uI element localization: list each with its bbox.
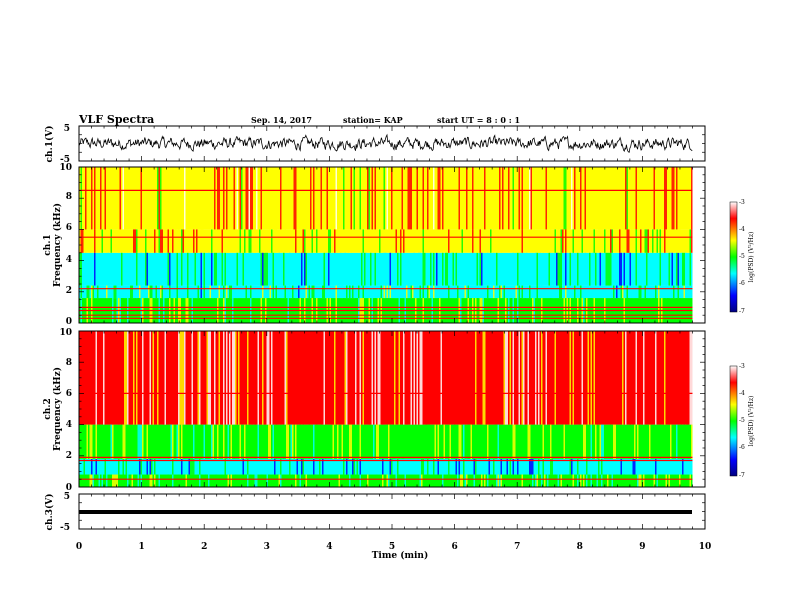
- ch2-spectrogram-yticks: 0 2 4 6 8 10: [59, 328, 72, 493]
- time-tick-0: 0: [76, 542, 82, 552]
- ch1-spectrogram-yticks: 0 2 4 6 8 10: [59, 163, 72, 327]
- ch1-colorbar-gradient: [729, 201, 738, 313]
- ch1-freq-tick-2: 2: [66, 286, 72, 296]
- time-tick-8: 8: [577, 542, 583, 552]
- ch1-frequency-ylabel: Frequency (kHz): [52, 203, 63, 287]
- ch1-freq-tick-0: 0: [66, 317, 72, 327]
- ch1-cb-tick-m6: -6: [739, 280, 745, 287]
- figure-title: VLF Spectra: [79, 113, 155, 126]
- time-axis-xlabel: Time (min): [372, 550, 429, 561]
- ch3-ytick-bottom: -5: [60, 523, 70, 533]
- ch1-spectrogram-panel: 0 2 4 6 8 10 ch.1 Frequency (kHz): [43, 163, 706, 327]
- ch2-cb-tick-m5: -5: [739, 417, 745, 424]
- ch1-waveform-line: [79, 133, 693, 153]
- ch2-frequency-ylabel: Frequency (kHz): [52, 367, 63, 451]
- ch2-spectrogram-panel: 0 2 4 6 8 10 ch.2 Frequency (kHz): [43, 328, 706, 493]
- time-tick-6: 6: [451, 542, 457, 552]
- ch2-freq-tick-8: 8: [66, 358, 72, 368]
- ch2-cb-tick-m4: -4: [739, 390, 745, 397]
- ch2-freq-tick-2: 2: [66, 451, 72, 461]
- ch1-freq-tick-10: 10: [59, 163, 72, 173]
- time-tick-3: 3: [264, 542, 270, 552]
- ch2-colorbar: -3 -4 -5 -6 -7 log(PSD) (V²/Hz): [729, 363, 755, 479]
- ch2-channel-label: ch.2: [43, 398, 53, 419]
- ch2-spectrogram-streaks: [80, 331, 693, 487]
- time-axis-ticks: 0 1 2 3 4 5 6 7 8 9 10: [76, 542, 711, 552]
- ch2-spectrogram-image: [79, 331, 693, 487]
- ch1-waveform-ylabel: ch.1(V): [44, 126, 55, 163]
- axis-tick-marks: [78, 125, 706, 530]
- ch1-channel-label: ch.1: [43, 234, 53, 255]
- ch1-spectrogram-band-3: [79, 229, 693, 253]
- ch1-freq-tick-4: 4: [66, 255, 72, 265]
- ch2-colorbar-label: log(PSD) (V²/Hz): [748, 396, 755, 447]
- ch1-waveform-panel: 5 -5 ch.1(V): [44, 124, 706, 165]
- ch1-freq-tick-8: 8: [66, 192, 72, 202]
- ch2-spectrogram-band-0: [79, 474, 693, 487]
- ch1-cb-tick-m7: -7: [739, 308, 745, 315]
- time-tick-10: 10: [699, 542, 712, 552]
- time-tick-5: 5: [389, 542, 395, 552]
- ch1-cb-tick-m3: -3: [739, 199, 745, 206]
- ch1-ytick-top: 5: [64, 124, 70, 134]
- ch3-ytick-top: 5: [64, 492, 70, 502]
- station-label: station= KAP: [343, 115, 403, 125]
- time-tick-9: 9: [639, 542, 645, 552]
- ch1-cb-tick-m5: -5: [739, 253, 745, 260]
- ch1-cb-tick-m4: -4: [739, 226, 745, 233]
- ch2-freq-tick-4: 4: [66, 420, 72, 430]
- ch2-freq-tick-10: 10: [59, 328, 72, 338]
- ch1-freq-tick-6: 6: [66, 223, 72, 233]
- time-tick-4: 4: [326, 542, 332, 552]
- ch2-freq-tick-6: 6: [66, 389, 72, 399]
- ch2-cb-tick-m3: -3: [739, 363, 745, 370]
- ch2-freq-tick-0: 0: [66, 483, 72, 493]
- ch1-spectrogram-image: [79, 167, 693, 323]
- time-tick-2: 2: [201, 542, 207, 552]
- ch1-ytick-bottom: -5: [60, 155, 70, 165]
- ch3-waveform-panel: 5 -5 ch.3(V) 0 1 2 3 4 5 6 7 8 9 10 Time…: [44, 492, 711, 561]
- ch1-colorbar: -3 -4 -5 -6 -7 log(PSD) (V²/Hz): [729, 199, 755, 315]
- ch2-cb-tick-m6: -6: [739, 444, 745, 451]
- ch1-colorbar-label: log(PSD) (V²/Hz): [748, 232, 755, 283]
- ch2-cb-tick-m7: -7: [739, 472, 745, 479]
- time-tick-1: 1: [138, 542, 144, 552]
- time-tick-7: 7: [514, 542, 520, 552]
- date-label: Sep. 14, 2017: [251, 115, 312, 125]
- ch3-waveform-ylabel: ch.3(V): [44, 494, 55, 531]
- start-time-label: start UT = 8 : 0 : 1: [437, 115, 521, 125]
- ch2-colorbar-gradient: [729, 365, 738, 477]
